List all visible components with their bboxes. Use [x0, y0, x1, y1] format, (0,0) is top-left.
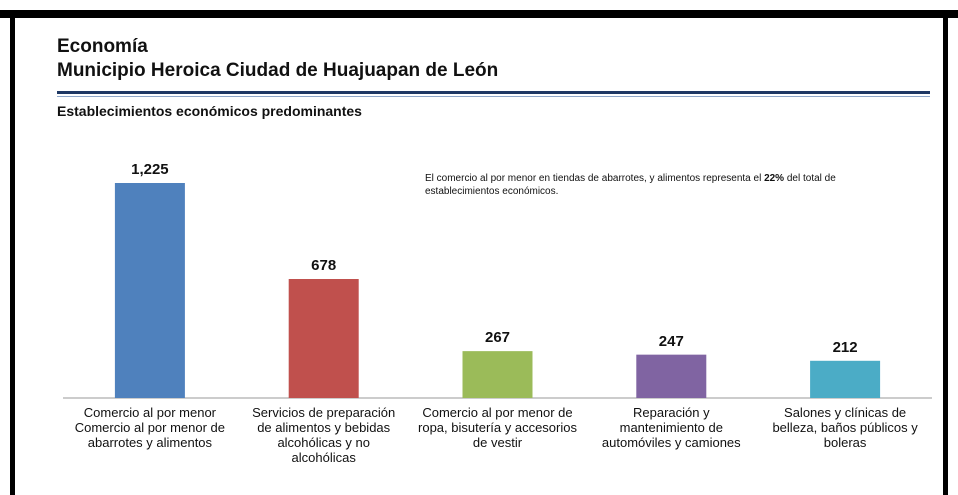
data-label: 212	[832, 338, 858, 356]
title: Economía	[57, 36, 148, 57]
frame-right	[943, 10, 948, 495]
x-tick-label: Comercio al por menor de ropa, bisutería…	[418, 405, 577, 450]
title-rule-thin	[57, 96, 930, 97]
bar	[636, 354, 707, 398]
subtitle: Municipio Heroica Ciudad de Huajuapan de…	[57, 60, 499, 81]
frame-top	[0, 10, 958, 18]
frame-left	[10, 10, 15, 495]
bar	[810, 360, 881, 398]
title-rule	[57, 91, 930, 94]
chart-title: Establecimientos económicos predominante…	[57, 103, 362, 119]
annotation-highlight: 22%	[764, 173, 785, 184]
annotation-text: El comercio al por menor en tiendas de a…	[425, 173, 765, 184]
data-label: 678	[311, 257, 337, 274]
data-label: 247	[658, 332, 684, 350]
x-tick-label: Comercio al por menor Comercio al por me…	[74, 405, 226, 450]
annotation-text: del total de establecimientos económicos…	[425, 173, 836, 197]
x-tick-label: Salones y clínicas de belleza, baños púb…	[772, 405, 918, 450]
x-tick-label: Servicios de preparación de alimentos y …	[252, 405, 396, 465]
x-tick-label: Reparación y mantenimiento de automóvile…	[601, 405, 741, 450]
bar	[288, 279, 359, 398]
annotation: El comercio al por menor en tiendas de a…	[425, 172, 865, 198]
data-label: 267	[484, 329, 511, 347]
bar	[114, 183, 185, 398]
data-label: 1,225	[131, 161, 169, 178]
bar	[462, 351, 533, 398]
